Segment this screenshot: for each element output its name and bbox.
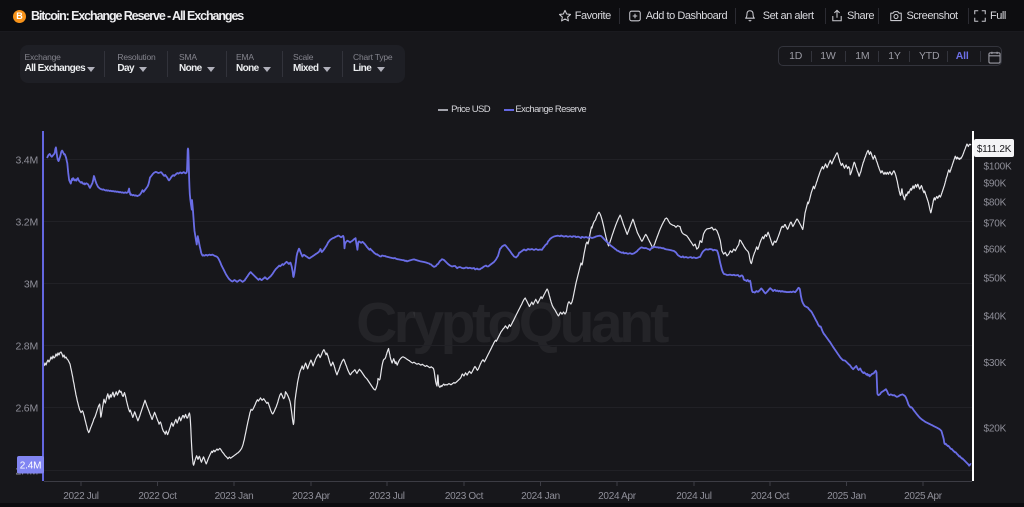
svg-text:2023 Jul: 2023 Jul <box>369 491 404 502</box>
svg-text:$100K: $100K <box>984 162 1012 173</box>
svg-text:2022 Jul: 2022 Jul <box>63 491 98 502</box>
svg-text:3M: 3M <box>24 279 38 291</box>
svg-text:$40K: $40K <box>984 312 1007 323</box>
svg-text:2024 Jan: 2024 Jan <box>521 491 560 502</box>
svg-text:2024 Jul: 2024 Jul <box>676 491 711 502</box>
svg-text:2025 Jan: 2025 Jan <box>827 491 866 502</box>
svg-text:3.4M: 3.4M <box>15 155 38 167</box>
svg-text:2022 Oct: 2022 Oct <box>138 491 177 502</box>
svg-text:2023 Jan: 2023 Jan <box>215 491 254 502</box>
svg-text:$20K: $20K <box>984 424 1007 435</box>
svg-text:$60K: $60K <box>984 245 1007 256</box>
svg-text:3.2M: 3.2M <box>15 217 38 229</box>
svg-text:2023 Oct: 2023 Oct <box>445 491 484 502</box>
svg-text:$70K: $70K <box>984 219 1007 230</box>
svg-text:2.4M: 2.4M <box>20 461 41 472</box>
svg-text:2024 Apr: 2024 Apr <box>598 491 637 502</box>
svg-text:2024 Oct: 2024 Oct <box>751 491 790 502</box>
svg-text:$80K: $80K <box>984 198 1007 209</box>
svg-text:2025 Apr: 2025 Apr <box>904 491 943 502</box>
svg-text:2023 Apr: 2023 Apr <box>292 491 331 502</box>
svg-text:CryptoQuant: CryptoQuant <box>356 291 669 355</box>
svg-text:2.8M: 2.8M <box>15 341 38 353</box>
svg-text:$50K: $50K <box>984 274 1007 285</box>
svg-text:2.6M: 2.6M <box>15 403 38 415</box>
svg-text:$30K: $30K <box>984 358 1007 369</box>
svg-text:$111.2K: $111.2K <box>977 144 1012 155</box>
svg-text:$90K: $90K <box>984 179 1007 190</box>
